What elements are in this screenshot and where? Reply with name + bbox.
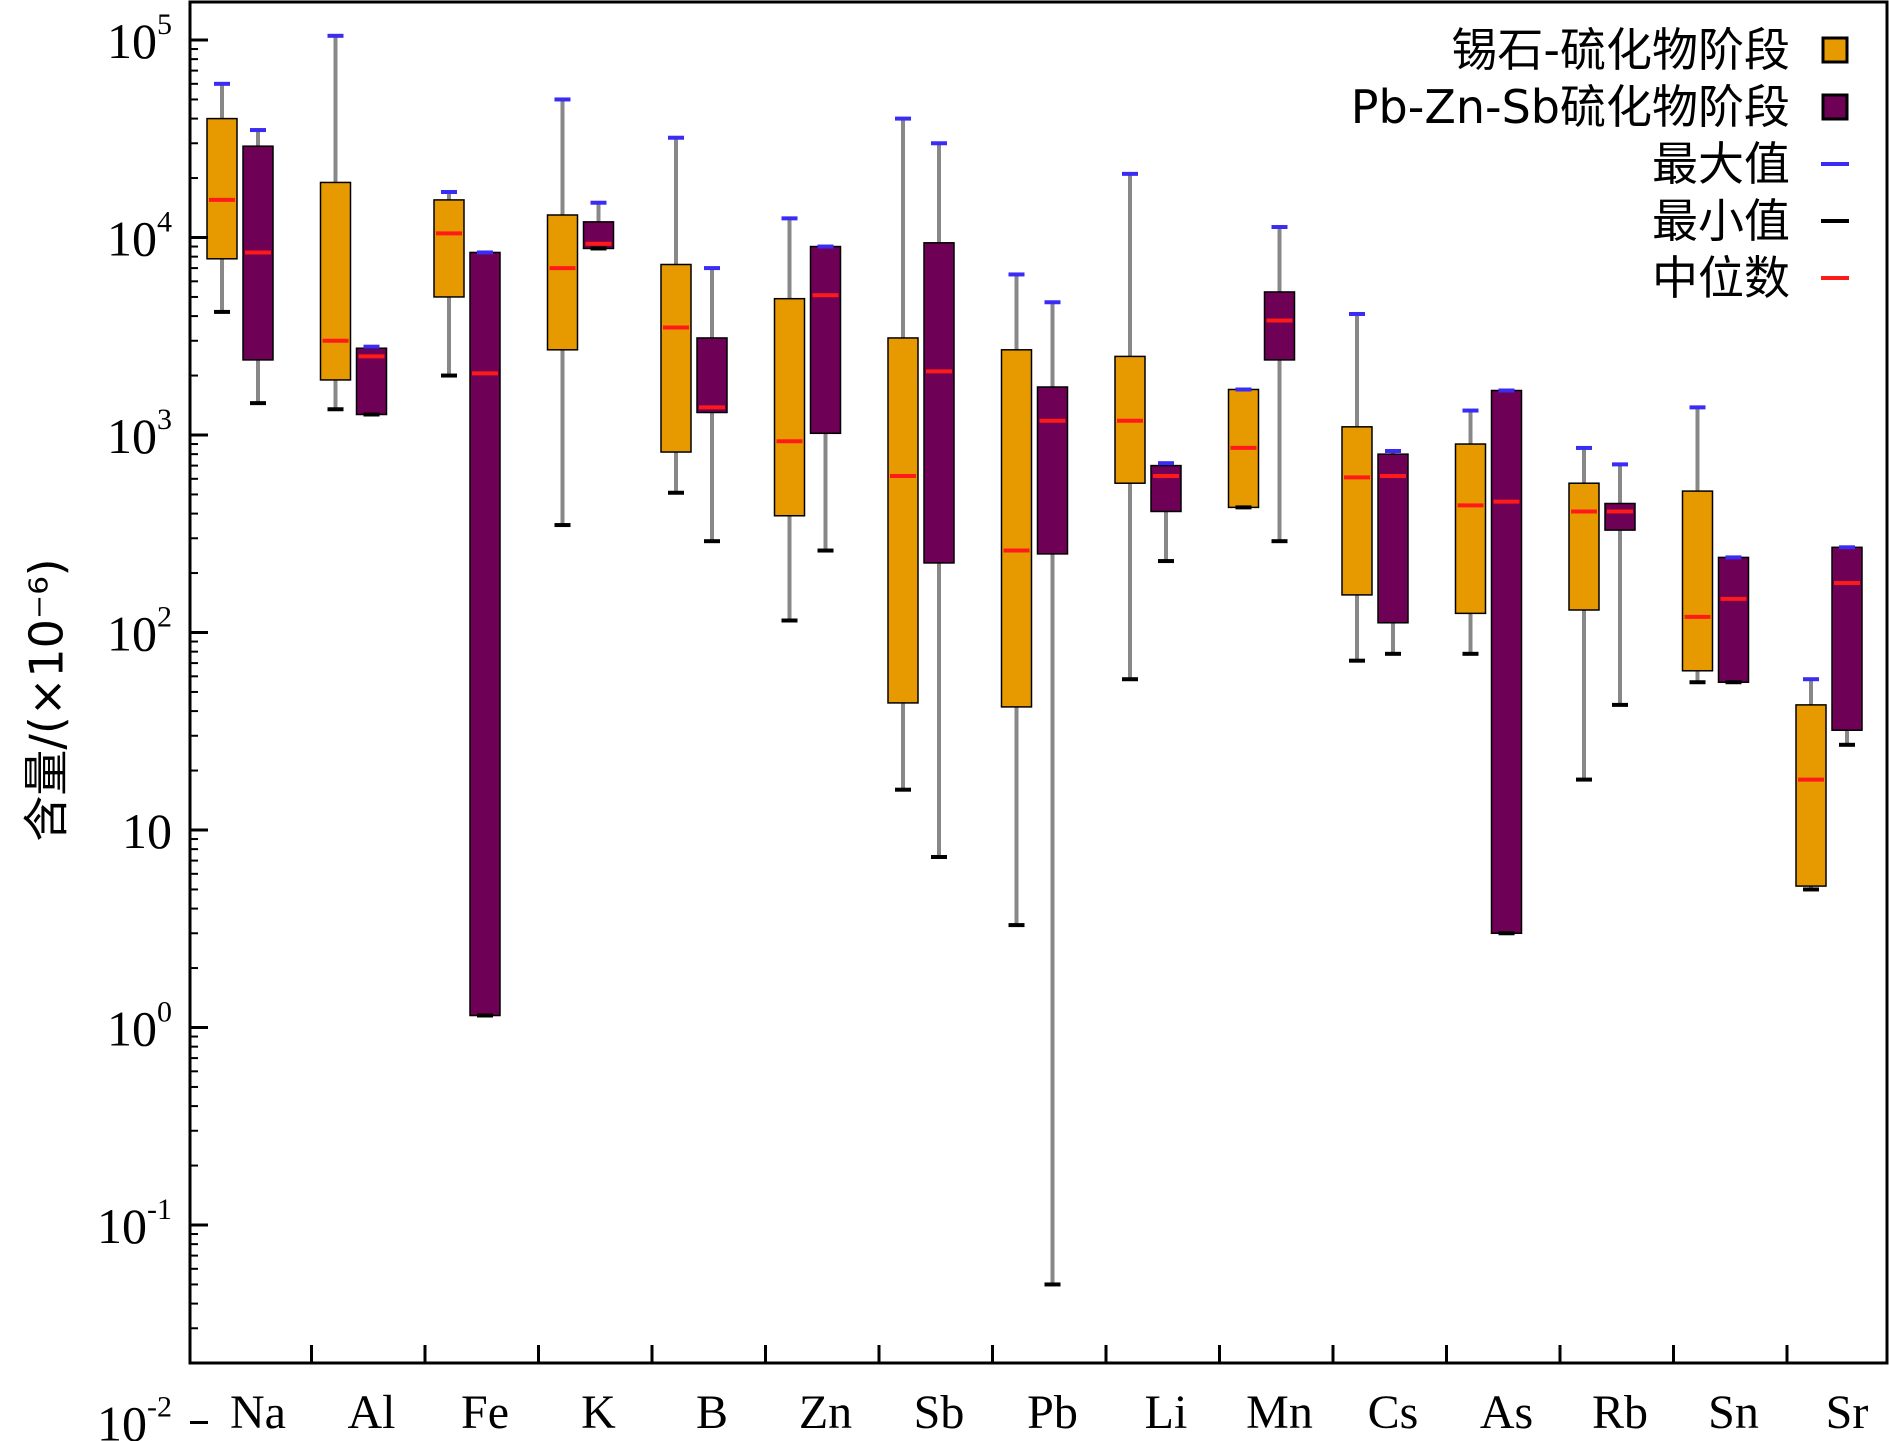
box xyxy=(923,242,955,564)
x-tick-label: Fe xyxy=(461,1386,509,1439)
box xyxy=(1150,464,1182,513)
box xyxy=(433,199,465,298)
x-tick-label: Sn xyxy=(1708,1386,1759,1439)
plot-frame xyxy=(188,0,1889,1365)
x-tick-label: As xyxy=(1480,1386,1533,1439)
box xyxy=(1717,556,1750,683)
box xyxy=(1036,386,1069,555)
box xyxy=(660,263,692,453)
y-tick-label: 100 xyxy=(107,996,172,1057)
legend-label: Pb-Zn-Sb硫化物阶段 xyxy=(1351,80,1790,134)
box xyxy=(1454,443,1487,615)
x-tick-label: B xyxy=(696,1386,728,1439)
box xyxy=(773,297,806,517)
boxes-layer xyxy=(206,33,1863,1287)
box xyxy=(809,245,842,435)
x-tick-label: Mn xyxy=(1246,1386,1313,1439)
box xyxy=(469,251,501,1017)
x-tick-label: Cs xyxy=(1368,1386,1419,1439)
axes-layer: 105 104 103 102 10 100 10-1 10-2 Na Al Fe K B Zn Sb Pb L… xyxy=(97,0,1889,1441)
box xyxy=(1263,291,1296,361)
x-tick-label: Sr xyxy=(1826,1386,1869,1439)
x-tick-label: Pb xyxy=(1027,1386,1078,1439)
y-tick-label: 10 xyxy=(122,803,172,859)
legend-label: 最小值 xyxy=(1652,194,1790,248)
box xyxy=(1795,704,1827,887)
x-tick-label: Zn xyxy=(799,1386,852,1439)
y-tick-label: 104 xyxy=(107,206,172,267)
x-tick-label: Rb xyxy=(1592,1386,1648,1439)
x-tick-label: Sb xyxy=(914,1386,965,1439)
y-tick-label: 10-2 xyxy=(97,1391,172,1441)
x-tick-label: K xyxy=(581,1386,616,1439)
box xyxy=(1490,389,1523,935)
y-tick-label: 103 xyxy=(107,403,172,464)
box xyxy=(887,337,919,704)
box xyxy=(1377,453,1409,624)
legend-box-swatch xyxy=(1821,36,1849,64)
y-tick-label: 105 xyxy=(107,8,172,69)
box xyxy=(319,181,352,381)
box xyxy=(696,337,728,414)
y-axis-label: 含量/(×10⁻⁶) xyxy=(20,558,74,841)
legend-label: 中位数 xyxy=(1652,251,1790,305)
legend-box-swatch xyxy=(1821,93,1849,121)
legend-label: 锡石-硫化物阶段 xyxy=(1451,23,1790,77)
box xyxy=(1568,482,1600,611)
y-tick-label: 102 xyxy=(107,601,172,662)
x-tick-label: Al xyxy=(348,1386,396,1439)
box xyxy=(1341,426,1373,596)
y-tick-label: 10-1 xyxy=(97,1193,172,1254)
legend-label: 最大值 xyxy=(1652,137,1790,191)
box xyxy=(206,117,238,260)
x-tick-label: Na xyxy=(230,1386,286,1439)
box xyxy=(546,214,579,351)
x-tick-label: Li xyxy=(1145,1386,1188,1439)
box xyxy=(1831,546,1863,731)
box xyxy=(1000,349,1033,708)
box xyxy=(1604,502,1636,531)
box xyxy=(1681,490,1714,672)
